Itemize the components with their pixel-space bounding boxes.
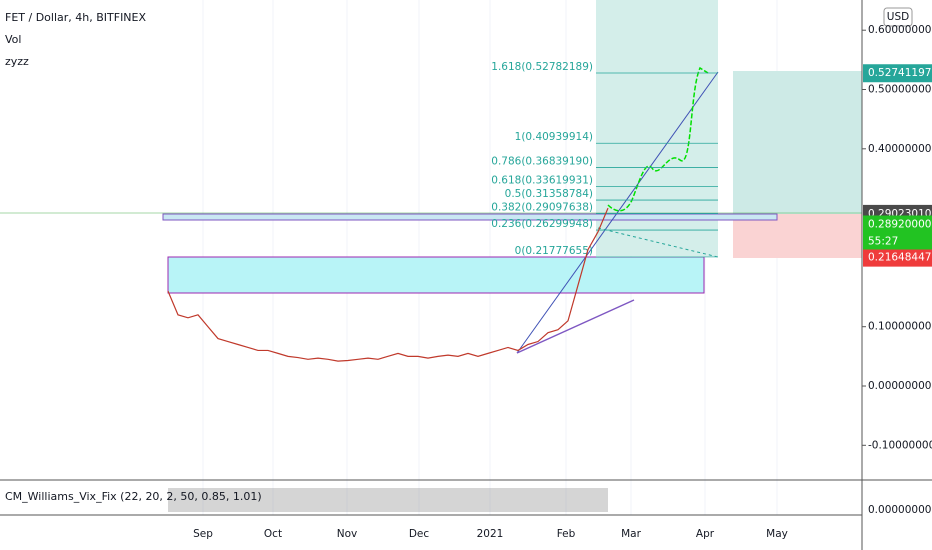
trend-line: [516, 71, 719, 354]
price-badge: [863, 64, 932, 83]
y-tick-label: 0.10000000: [868, 321, 931, 333]
y-tick-label: 0.50000000: [868, 84, 931, 96]
x-tick-label: Apr: [696, 528, 715, 540]
price-badge-label: 0.21648447: [868, 252, 931, 264]
fib-label: 1(0.40939914): [515, 131, 593, 143]
countdown: 55:27: [868, 236, 898, 248]
y-tick-label: 0.40000000: [868, 143, 931, 155]
fib-label: 0.786(0.36839190): [491, 156, 593, 168]
price-badge-label: 0.28920000: [868, 219, 931, 231]
study-label: zyzz: [5, 55, 29, 68]
stop-zone: [733, 214, 862, 258]
x-tick-label: 2021: [477, 528, 504, 540]
x-tick-label: Sep: [193, 528, 213, 540]
x-tick-label: Dec: [409, 528, 430, 540]
fib-label: 0.618(0.33619931): [491, 175, 593, 187]
fib-label: 1.618(0.52782189): [491, 61, 593, 73]
indicator-name: CM_Williams_Vix_Fix (22, 20, 2, 50, 0.85…: [5, 490, 262, 503]
indicator-axis-label: 0.00000000: [868, 504, 931, 516]
fib-label: 0.382(0.29097638): [491, 201, 593, 213]
projection-line: [597, 227, 719, 258]
target-zone: [733, 71, 862, 214]
x-tick-label: Nov: [337, 528, 358, 540]
price-badge: [863, 248, 932, 267]
trend-line: [516, 299, 635, 354]
indicator-band: [168, 488, 608, 512]
price-badge: [863, 215, 932, 234]
y-tick-label: -0.10000000: [868, 439, 932, 451]
fib-label: 0.236(0.26299948): [491, 218, 593, 230]
price-series: [167, 207, 609, 362]
support-box: [167, 256, 705, 294]
x-tick-label: Oct: [264, 528, 282, 540]
resistance-box: [162, 213, 778, 221]
x-tick-label: May: [766, 528, 788, 540]
y-tick-label: 0.00000000: [868, 380, 931, 392]
x-tick-label: Feb: [557, 528, 576, 540]
price-badge-label: 0.52741197: [868, 67, 931, 79]
x-tick-label: Mar: [621, 528, 641, 540]
y-tick-label: 0.60000000: [868, 24, 931, 36]
currency-button[interactable]: [883, 7, 913, 27]
currency-button-label[interactable]: USD: [887, 11, 909, 23]
study-label: Vol: [5, 33, 21, 46]
fib-label: 0.5(0.31358784): [505, 188, 593, 200]
projection-path: [607, 66, 709, 212]
countdown-badge: [863, 233, 932, 250]
fib-label: 0(0.21777655): [515, 245, 593, 257]
symbol-title: FET / Dollar, 4h, BITFINEX: [5, 11, 146, 24]
